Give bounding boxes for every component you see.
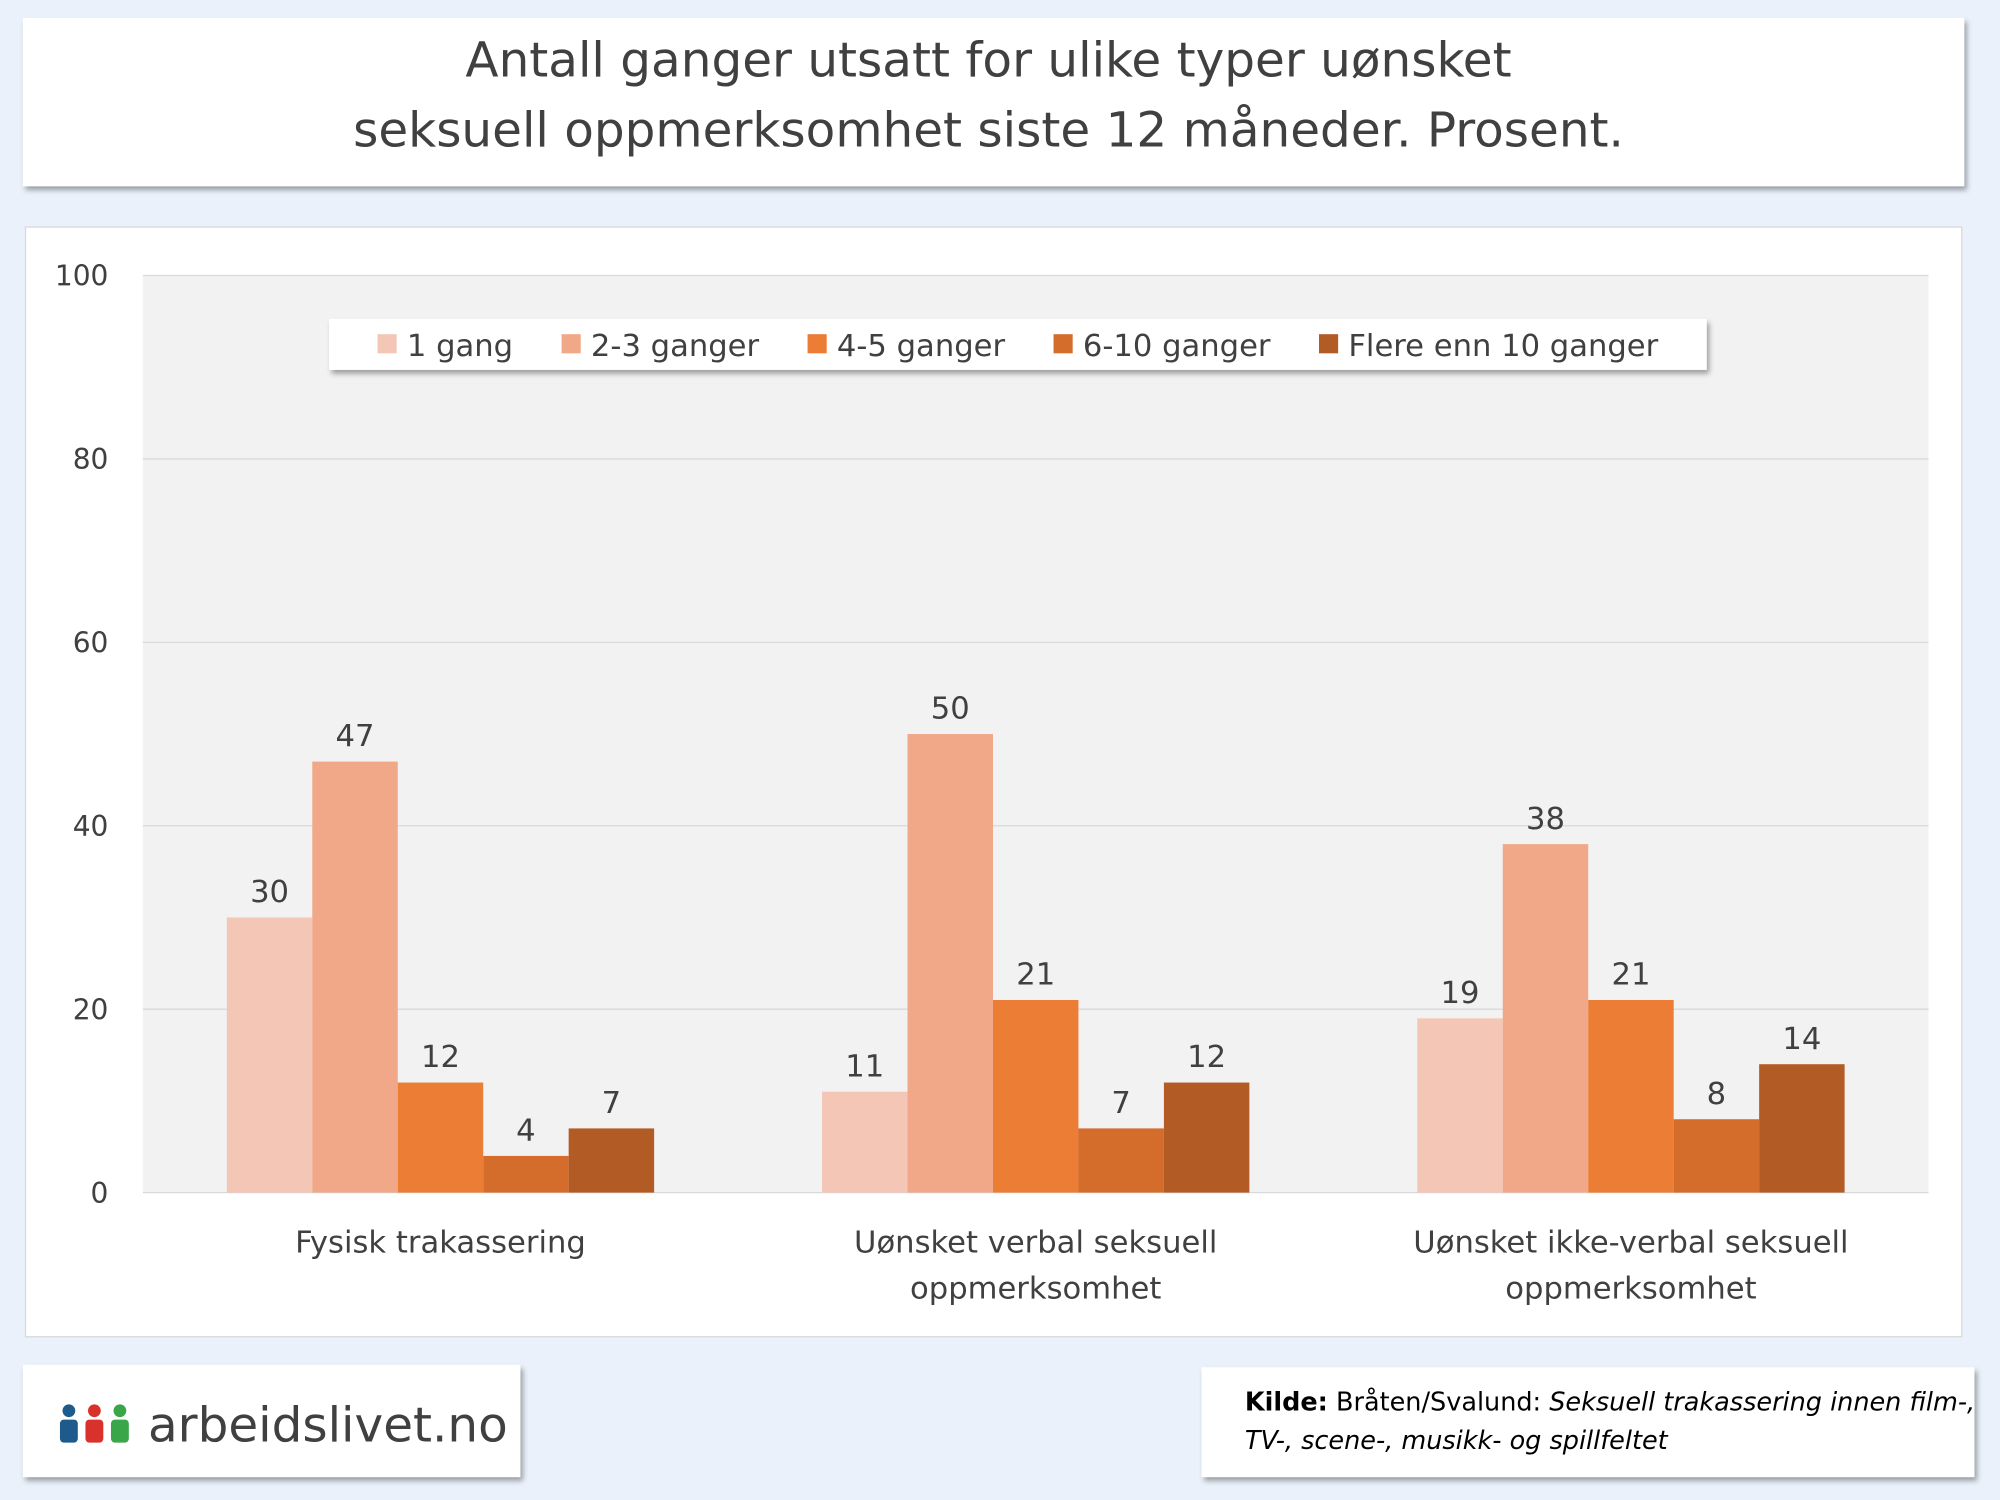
legend-label: 6-10 ganger [1083,329,1271,364]
y-tick-label: 80 [73,443,109,476]
bar [1078,1128,1164,1193]
y-tick-label: 100 [55,260,109,293]
source-authors: Bråten/Svalund: [1336,1388,1541,1418]
data-label: 19 [1441,976,1480,1011]
legend: 1 gang 2-3 ganger 4-5 ganger 6-10 ganger Fle… [329,318,1707,370]
bar [822,1091,908,1193]
data-label: 7 [1111,1086,1130,1121]
bar [1417,1018,1503,1193]
chart-title: Antall ganger utsatt for ulike typer uøn… [353,33,1624,159]
legend-label: 1 gang [407,329,513,364]
bar [226,917,313,1193]
bar [1759,1064,1845,1193]
data-label: 4 [516,1114,535,1149]
bar [312,761,398,1193]
source-work: Seksuell trakassering innen film-, [1549,1388,1975,1418]
legend-label: 4-5 ganger [837,329,1006,364]
y-tick-label: 0 [91,1177,109,1210]
bar [1502,844,1589,1193]
bar [1163,1082,1250,1193]
data-label: 12 [1187,1040,1226,1075]
bar [568,1128,655,1193]
data-label: 12 [421,1040,460,1075]
source-work: TV-, scene-, musikk- og spillfeltet [1245,1426,1669,1456]
legend-box [329,318,1707,370]
x-tick-label: Uønsket ikke-verbal seksuell oppmerksomhe… [1413,1226,1848,1307]
source-line: Kilde: Bråten/Svalund: Seksuell trakasse… [1245,1388,1975,1418]
bar [1588,1000,1674,1193]
logo-icon [59,1404,129,1443]
data-label: 30 [250,875,289,910]
legend-label: 2-3 ganger [591,329,760,364]
y-tick-label: 60 [73,627,109,660]
bar [397,1082,484,1193]
legend-label: Flere enn 10 ganger [1348,329,1658,364]
x-tick-label: Uønsket verbal seksuell oppmerksomhet [854,1226,1217,1307]
logo-text: arbeidslivet.no [148,1397,508,1453]
data-label: 7 [602,1086,621,1121]
bar [483,1155,569,1193]
source-label: Kilde: [1245,1388,1328,1418]
x-tick-label: Fysisk trakassering [295,1226,586,1261]
legend-swatch [561,334,581,354]
data-label: 14 [1782,1022,1821,1057]
data-label: 21 [1611,958,1650,993]
bar [1673,1119,1760,1193]
data-label: 38 [1526,802,1565,837]
data-label: 8 [1707,1077,1726,1112]
legend-swatch [1053,334,1073,354]
legend-swatch [807,334,827,354]
bar [992,1000,1079,1193]
data-label: 11 [845,1049,884,1084]
data-label: 47 [336,719,375,754]
legend-swatch [377,334,397,354]
logo-box [22,1364,521,1478]
title-box [22,17,1965,187]
y-tick-label: 40 [73,810,109,843]
data-label: 50 [931,692,970,727]
data-label: 21 [1016,958,1055,993]
legend-swatch [1318,334,1339,354]
source-box [1201,1367,1975,1478]
y-tick-label: 20 [73,993,109,1026]
bar [907,734,993,1193]
